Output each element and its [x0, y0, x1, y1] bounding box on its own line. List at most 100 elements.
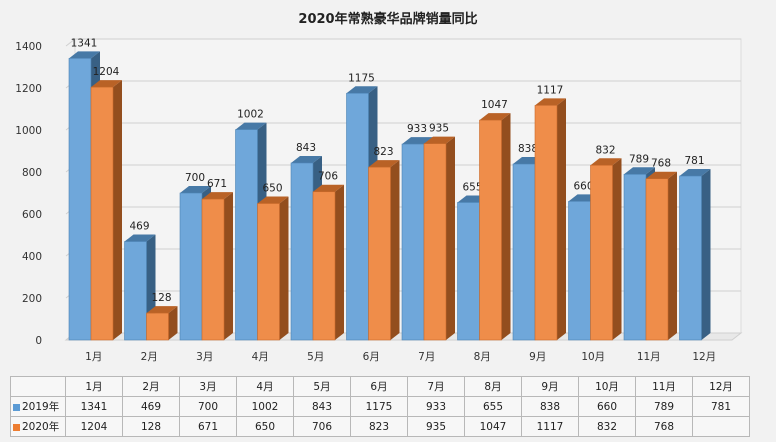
table-cell: 1047 — [464, 416, 522, 437]
bar-top — [535, 98, 566, 106]
bar-side — [390, 160, 400, 340]
x-tick-label: 2月 — [141, 351, 158, 363]
data-label: 838 — [518, 143, 538, 155]
bar — [235, 129, 258, 341]
data-label: 660 — [573, 180, 593, 192]
bar-top — [257, 196, 289, 204]
x-tick-label: 1月 — [85, 351, 102, 363]
bar-side — [612, 158, 622, 340]
data-label: 933 — [407, 123, 427, 135]
gridline-side — [65, 38, 76, 47]
bar-side — [501, 113, 511, 340]
x-tick-label: 8月 — [474, 351, 491, 363]
data-label: 832 — [595, 144, 615, 156]
bar-top — [424, 136, 455, 144]
bar-side — [279, 196, 289, 340]
legend-key-2019 — [13, 403, 20, 411]
bar-top — [291, 155, 322, 163]
table-cell: 933 — [407, 396, 465, 417]
table-cell: 935 — [407, 416, 465, 437]
data-label: 789 — [629, 153, 649, 165]
data-label: 1002 — [237, 109, 264, 121]
bar-top — [624, 167, 655, 175]
bar-top — [479, 113, 511, 121]
data-label: 1117 — [537, 84, 564, 96]
bar-top — [91, 80, 122, 88]
table-cell: 1204 — [65, 416, 123, 437]
table-header: 1月 — [65, 376, 123, 397]
bar-top — [368, 160, 400, 168]
table-corner — [10, 376, 66, 397]
table-cell: 1117 — [521, 416, 579, 437]
table-row: 2019年 1341 469 700 1002 843 1175 933 655… — [10, 396, 750, 417]
table-cell: 128 — [122, 416, 180, 437]
x-tick-label: 12月 — [692, 351, 716, 363]
bar-top — [180, 186, 211, 193]
table-header: 9月 — [521, 376, 579, 397]
y-tick-label: 600 — [22, 209, 42, 221]
bar — [368, 166, 391, 341]
x-tick-label: 4月 — [252, 351, 269, 363]
data-label: 935 — [429, 123, 449, 135]
bar — [179, 192, 203, 341]
table-header: 3月 — [179, 376, 237, 397]
data-label: 768 — [651, 158, 671, 170]
data-label: 1204 — [93, 66, 120, 78]
y-tick-label: 800 — [22, 167, 42, 179]
bar — [423, 143, 447, 341]
bar — [568, 201, 591, 341]
bar-side — [701, 168, 711, 340]
bar-top — [590, 158, 622, 166]
table-cell: 655 — [464, 396, 522, 417]
data-label: 843 — [296, 142, 316, 154]
bar-top — [346, 86, 378, 94]
bar-top — [124, 234, 156, 242]
bar-top — [646, 171, 677, 179]
bar-side — [446, 136, 455, 340]
y-tick-label: 1200 — [15, 83, 42, 95]
bar — [479, 119, 502, 341]
bar — [90, 86, 114, 341]
bar-side — [168, 306, 178, 340]
data-label: 1047 — [481, 99, 508, 111]
bar-top — [402, 137, 433, 145]
table-header: 2月 — [122, 376, 180, 397]
bar — [346, 92, 369, 341]
x-tick-label: 5月 — [307, 351, 324, 363]
table-cell: 823 — [350, 416, 408, 437]
data-label: 781 — [684, 155, 704, 167]
bar-side — [668, 171, 677, 340]
x-tick-label: 9月 — [529, 351, 546, 363]
table-cell: 843 — [293, 396, 351, 417]
row-label-2019: 2019年 — [10, 396, 66, 417]
data-label: 655 — [462, 181, 482, 193]
bar-top — [146, 306, 178, 314]
y-tick-label: 400 — [22, 251, 42, 263]
bar-side — [224, 192, 233, 340]
table-cell: 768 — [635, 416, 693, 437]
table-cell: 781 — [692, 396, 750, 417]
x-tick-label: 6月 — [363, 351, 380, 363]
x-tick-label: 10月 — [581, 351, 605, 363]
table-cell: 832 — [578, 416, 636, 437]
bar — [401, 143, 425, 341]
table-cell: 706 — [293, 416, 351, 437]
table-header: 11月 — [635, 376, 693, 397]
legend-label-2020: 2020年 — [22, 421, 60, 433]
table-cell: 1175 — [350, 396, 408, 417]
y-tick-label: 200 — [22, 293, 42, 305]
table-cell: 650 — [236, 416, 294, 437]
data-label: 1175 — [348, 72, 375, 84]
y-tick-label: 0 — [35, 335, 42, 347]
table-cell: 789 — [635, 396, 693, 417]
table-cell: 469 — [122, 396, 180, 417]
table-header: 6月 — [350, 376, 408, 397]
table-header: 8月 — [464, 376, 522, 397]
bar — [68, 58, 92, 341]
table-row: 2020年 1204 128 671 650 706 823 935 1047 … — [10, 416, 750, 437]
table-cell: 1002 — [236, 396, 294, 417]
bar — [146, 312, 169, 341]
data-label: 469 — [129, 221, 149, 233]
data-label: 823 — [373, 146, 393, 158]
bar — [290, 162, 314, 341]
